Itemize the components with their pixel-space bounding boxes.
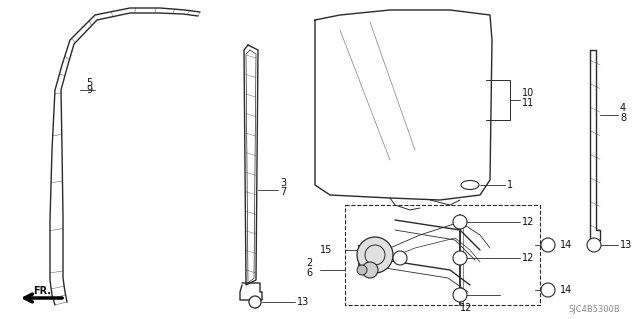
Text: 7: 7 <box>280 187 286 197</box>
Circle shape <box>453 288 467 302</box>
Text: SJC4B5300B: SJC4B5300B <box>568 306 620 315</box>
Text: 14: 14 <box>560 285 572 295</box>
Text: 1: 1 <box>507 180 513 190</box>
Text: 10: 10 <box>522 88 534 98</box>
Circle shape <box>357 237 393 273</box>
Text: 6: 6 <box>306 268 312 278</box>
Text: 4: 4 <box>620 103 626 113</box>
Circle shape <box>453 215 467 229</box>
Text: 11: 11 <box>522 98 534 108</box>
Circle shape <box>541 283 555 297</box>
Circle shape <box>249 296 261 308</box>
Text: 8: 8 <box>620 113 626 123</box>
Circle shape <box>362 262 378 278</box>
Text: 3: 3 <box>280 178 286 188</box>
Text: 5: 5 <box>86 78 92 88</box>
Circle shape <box>541 238 555 252</box>
Text: 13: 13 <box>620 240 632 250</box>
Circle shape <box>357 265 367 275</box>
Text: 9: 9 <box>86 85 92 95</box>
Circle shape <box>393 251 407 265</box>
Circle shape <box>453 251 467 265</box>
Text: 15: 15 <box>319 245 332 255</box>
Text: 2: 2 <box>306 258 312 268</box>
Text: 12: 12 <box>522 217 534 227</box>
Circle shape <box>587 238 601 252</box>
Text: 14: 14 <box>560 240 572 250</box>
Text: 12: 12 <box>460 303 472 313</box>
Text: 13: 13 <box>297 297 309 307</box>
Text: FR.: FR. <box>33 286 51 296</box>
Text: 12: 12 <box>522 253 534 263</box>
